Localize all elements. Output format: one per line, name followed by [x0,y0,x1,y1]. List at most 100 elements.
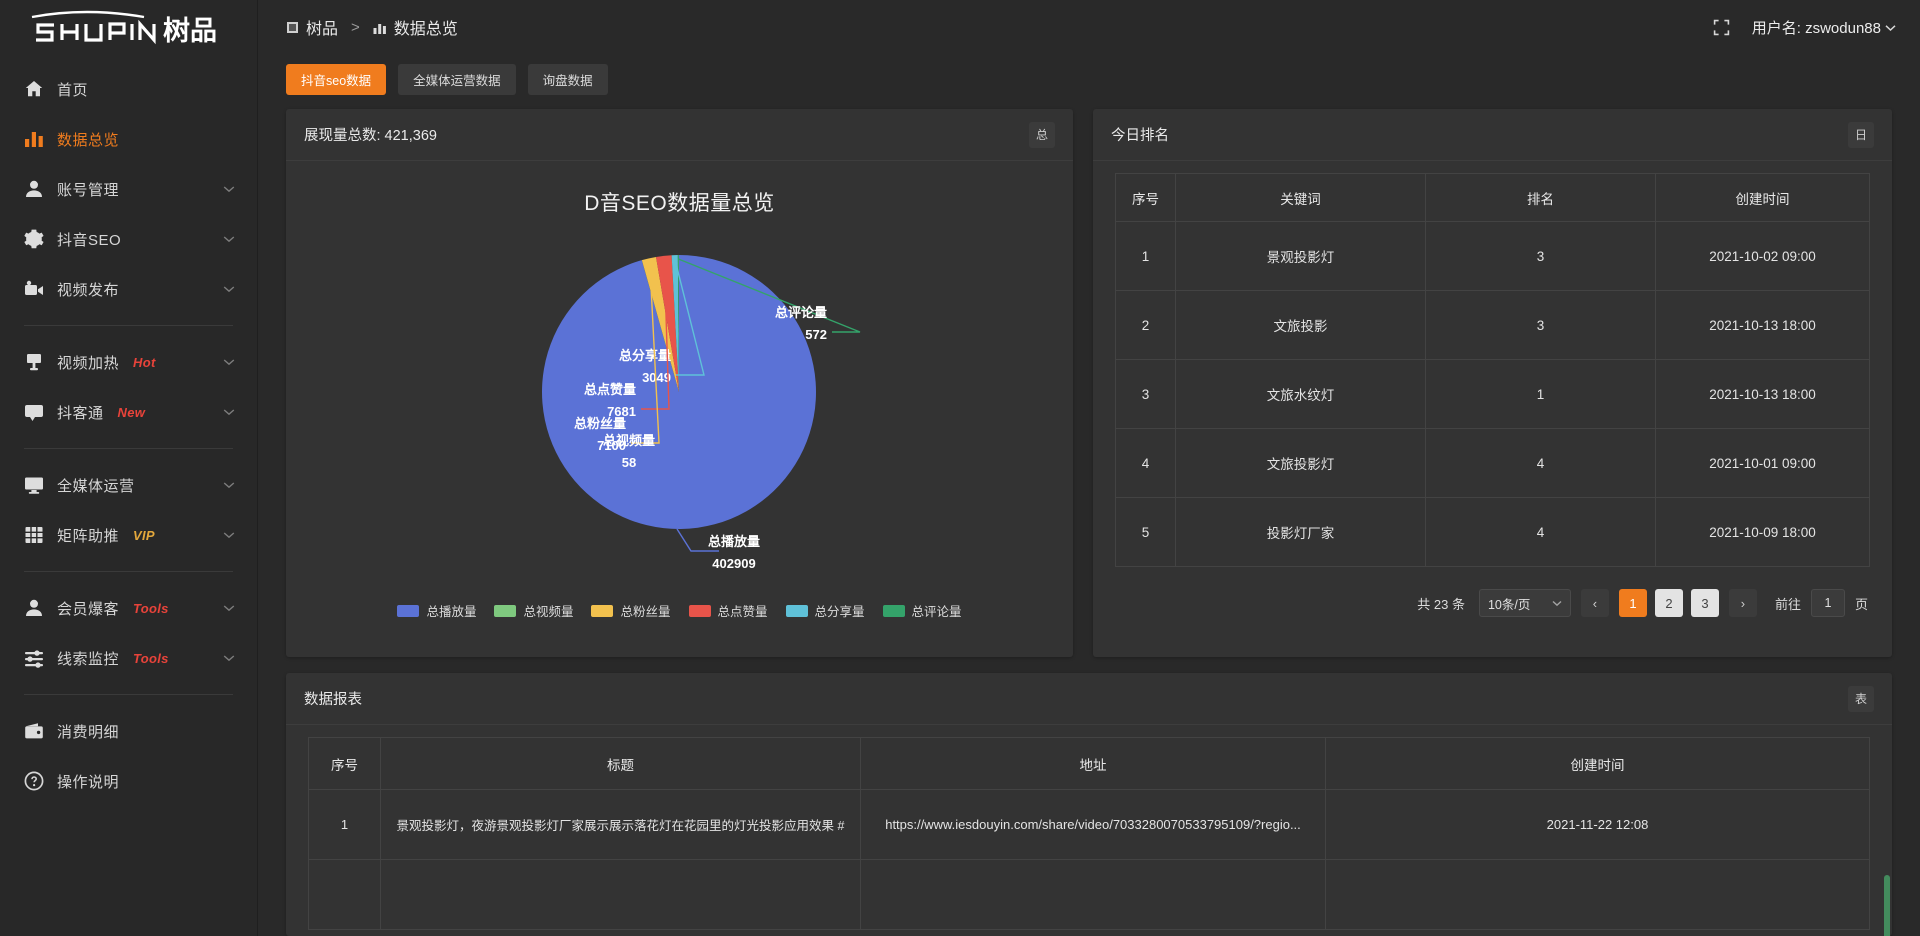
legend-item-总播放量[interactable]: 总播放量 [397,601,476,620]
report-card: 数据报表 表 序号 标题 地址 创建时间 1 景观投影灯，夜游景观投影灯厂家展示展示落花… [286,673,1892,936]
ranking-cell: 4 [1425,497,1656,567]
breadcrumb: 树品 > 数据总览 [286,15,458,39]
user-menu[interactable]: 用户名: zswodun88 [1752,17,1896,38]
scrollbar-thumb[interactable] [1884,875,1890,936]
svg-text:树品: 树品 [163,16,217,46]
sidebar-item-抖音SEO[interactable]: 抖音SEO [0,214,257,264]
sidebar-item-label: 操作说明 [57,773,120,791]
pie-label-value: 402909 [712,556,755,571]
ranking-card-badge[interactable]: 日 [1848,121,1874,148]
bar-chart-icon [24,129,44,149]
pagination-prev[interactable]: ‹ [1580,589,1609,617]
legend-item-总点赞量[interactable]: 总点赞量 [688,601,768,620]
shupin-logo-icon: 树品 [31,10,217,46]
sidebar-item-抖客通[interactable]: 抖客通 New [0,387,257,437]
pie-slice-总评论量[interactable] [677,255,679,392]
ranking-cell: 3 [1425,221,1656,291]
chevron-down-icon [223,403,235,421]
pie-leader-line [676,528,719,552]
table-row[interactable]: 2 文旅投影 3 2021-10-13 18:00 [1115,290,1870,360]
fullscreen-icon[interactable] [1713,19,1730,36]
report-cell-empty [308,859,381,930]
breadcrumb-item-current[interactable]: 数据总览 [373,15,458,39]
ranking-col-header: 排名 [1425,173,1656,222]
table-row[interactable]: 1 景观投影灯，夜游景观投影灯厂家展示展示落花灯在花园里的灯光投影应用效果 # ht… [308,789,1870,860]
tab-2[interactable]: 询盘数据 [527,64,608,95]
pie-label-name: 总评论量 [775,305,827,320]
report-cell-empty [380,859,861,930]
table-row[interactable]: 5 投影灯厂家 4 2021-10-09 18:00 [1115,497,1870,567]
report-url-link[interactable]: https://www.iesdouyin.com/share/video/70… [860,789,1326,860]
page-size-value: 10条/页 [1487,597,1531,612]
sidebar-item-矩阵助推[interactable]: 矩阵助推 VIP [0,510,257,560]
pie-slice-总分享量[interactable] [671,255,679,392]
ranking-cell: 2 [1115,290,1176,360]
legend-item-总分享量[interactable]: 总分享量 [785,601,865,620]
sidebar-item-视频发布[interactable]: 视频发布 [0,264,257,314]
legend-item-总评论量[interactable]: 总评论量 [882,601,962,620]
page-size-select[interactable]: 10条/页 [1478,589,1571,617]
brand-logo[interactable]: 树品 [0,0,257,54]
sidebar-item-label: 消费明细 [57,723,120,741]
sidebar-item-操作说明[interactable]: 操作说明 [0,756,257,806]
sidebar-item-视频加热[interactable]: 视频加热 Hot [0,337,257,387]
sidebar-item-数据总览[interactable]: 数据总览 [0,114,257,164]
breadcrumb-root-label: 树品 [306,21,339,38]
ranking-cell: 2021-10-01 09:00 [1655,428,1870,498]
report-col-header: 地址 [860,737,1326,790]
tab-1[interactable]: 全媒体运营数据 [398,64,516,95]
ranking-cell: 文旅投影灯 [1175,428,1426,498]
sidebar-item-label: 会员爆客 [57,600,120,618]
pagination-next[interactable]: › [1728,589,1757,617]
video-upload-icon [24,279,44,299]
chevron-down-icon [223,230,235,248]
ranking-cell: 文旅水纹灯 [1175,359,1426,429]
legend-item-总视频量[interactable]: 总视频量 [494,601,573,620]
report-title-cell: 景观投影灯，夜游景观投影灯厂家展示展示落花灯在花园里的灯光投影应用效果 # [380,789,861,860]
sidebar-item-账号管理[interactable]: 账号管理 [0,164,257,214]
pie-label-value: 58 [622,455,636,470]
chevron-down-icon [223,353,235,371]
breadcrumb-item-root[interactable]: 树品 [286,15,338,39]
sidebar-item-消费明细[interactable]: 消费明细 [0,706,257,756]
chart-card-body: D音SEO数据量总览 总评论量 572 总分享量 3049 总点赞量 7681 总粉丝量 71… [286,161,1073,657]
report-card-badge[interactable]: 表 [1848,685,1874,712]
table-row[interactable]: 4 文旅投影灯 4 2021-10-01 09:00 [1115,428,1870,498]
sliders-icon [24,648,44,668]
report-card-title: 数据报表 [304,692,362,708]
sidebar-item-label: 线索监控 [57,650,120,668]
chevron-down-icon [1552,596,1562,610]
legend-item-总粉丝量[interactable]: 总粉丝量 [591,601,671,620]
question-circle-icon [24,771,44,791]
top-row: 展现量总数: 421,369 总 D音SEO数据量总览 总评论量 572 总分享量 3… [286,109,1892,657]
chat-icon [24,402,44,422]
ranking-cell: 1 [1115,221,1176,291]
tab-0[interactable]: 抖音seo数据 [286,64,387,95]
pie-label-name: 总点赞量 [584,382,636,397]
ranking-table: 序号 关键词 排名 创建时间 1 景观投影灯 3 2021-10-02 09:00 2 文旅投影… [1115,173,1870,567]
sidebar-item-会员爆客[interactable]: 会员爆客 Tools [0,583,257,633]
chevron-down-icon [223,476,235,494]
report-card-header: 数据报表 表 [286,673,1892,725]
sidebar-item-全媒体运营[interactable]: 全媒体运营 [0,460,257,510]
sidebar-item-首页[interactable]: 首页 [0,64,257,114]
table-row[interactable] [308,859,1870,930]
table-row[interactable]: 3 文旅水纹灯 1 2021-10-13 18:00 [1115,359,1870,429]
sidebar-item-label: 视频加热 [57,354,120,372]
pagination-page-3[interactable]: 3 [1690,589,1719,617]
pagination-page-1[interactable]: 1 [1618,589,1647,617]
pie-slice-总点赞量[interactable] [656,255,679,392]
sidebar-item-线索监控[interactable]: 线索监控 Tools [0,633,257,683]
pie-leader-line [674,258,705,376]
pie-label-name: 总播放量 [708,534,760,549]
table-header-row: 序号 标题 地址 创建时间 [308,737,1870,790]
chart-card-badge[interactable]: 总 [1029,121,1055,148]
chevron-down-icon [223,526,235,544]
pagination-page-2[interactable]: 2 [1654,589,1683,617]
ranking-cell: 3 [1115,359,1176,429]
report-card-body: 序号 标题 地址 创建时间 1 景观投影灯，夜游景观投影灯厂家展示展示落花灯在花园里的灯… [286,725,1892,936]
table-row[interactable]: 1 景观投影灯 3 2021-10-02 09:00 [1115,221,1870,291]
pagination-jump-input[interactable]: 1 [1810,589,1845,617]
